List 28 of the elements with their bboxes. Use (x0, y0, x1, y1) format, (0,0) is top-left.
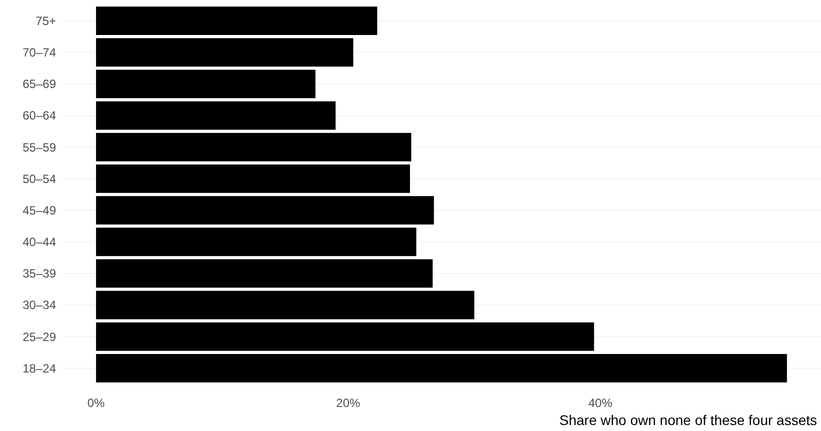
bar (96, 38, 354, 67)
y-tick-label: 55–59 (22, 140, 56, 154)
bar (96, 354, 787, 382)
y-tick-label: 25–29 (22, 330, 56, 344)
y-tick-label: 65–69 (22, 77, 56, 92)
y-tick-label: 75+ (36, 14, 56, 28)
bar (96, 132, 412, 162)
bar (96, 290, 474, 320)
x-tick-label: 0% (87, 396, 106, 410)
y-tick-label: 70–74 (22, 46, 56, 60)
bar (96, 259, 433, 288)
y-tick-label: 40–44 (22, 235, 56, 250)
bar (96, 322, 594, 351)
y-tick-label: 35–39 (22, 266, 56, 281)
bar (96, 6, 378, 36)
y-tick-label: 45–49 (22, 203, 56, 218)
bar (96, 228, 416, 256)
bar (96, 196, 434, 225)
bar (96, 70, 316, 98)
x-tick-label: 40% (588, 396, 613, 410)
y-tick-label: 30–34 (22, 298, 56, 312)
y-tick-label: 50–54 (22, 172, 56, 186)
x-axis-title: Share who own none of these four assets (559, 412, 817, 428)
bar (96, 101, 336, 130)
bar (96, 164, 410, 193)
y-tick-label: 60–64 (22, 108, 56, 123)
x-tick-label: 20% (336, 396, 361, 410)
y-tick-label: 18–24 (22, 361, 56, 376)
